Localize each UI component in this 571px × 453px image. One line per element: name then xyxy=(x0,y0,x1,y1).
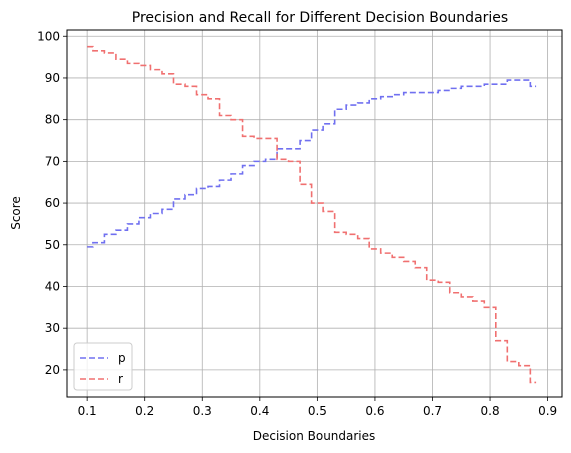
x-tick-label: 0.4 xyxy=(250,404,269,418)
y-tick-label: 20 xyxy=(45,363,60,377)
y-axis-label: Score xyxy=(9,196,23,230)
legend-label-r: r xyxy=(118,372,123,386)
x-tick-label: 0.6 xyxy=(365,404,384,418)
x-tick-label: 0.7 xyxy=(423,404,442,418)
legend-box xyxy=(73,342,133,391)
y-tick-label: 60 xyxy=(45,196,60,210)
y-axis: 20 30 40 50 60 70 80 90 100 xyxy=(37,29,67,377)
y-tick-label: 40 xyxy=(45,279,60,293)
y-tick-label: 50 xyxy=(45,238,60,252)
x-tick-label: 0.3 xyxy=(193,404,212,418)
series-layer xyxy=(87,45,537,384)
legend-label-p: p xyxy=(118,351,126,365)
x-tick-label: 0.9 xyxy=(538,404,557,418)
y-tick-label: 70 xyxy=(45,154,60,168)
legend: p r xyxy=(73,342,133,391)
y-tick-label: 80 xyxy=(45,113,60,127)
x-tick-label: 0.2 xyxy=(135,404,154,418)
plot-frame xyxy=(66,29,563,398)
series-line-r xyxy=(87,45,537,384)
x-tick-label: 0.8 xyxy=(481,404,500,418)
chart-title: Precision and Recall for Different Decis… xyxy=(132,10,508,26)
series-line-p xyxy=(87,79,537,248)
x-tick-label: 0.1 xyxy=(78,404,97,418)
grid xyxy=(67,30,562,397)
y-tick-label: 100 xyxy=(37,29,60,43)
x-axis-label: Decision Boundaries xyxy=(253,429,376,443)
y-tick-label: 30 xyxy=(45,321,60,335)
y-tick-label: 90 xyxy=(45,71,60,85)
x-axis: 0.1 0.2 0.3 0.4 0.5 0.6 0.7 0.8 0.9 xyxy=(78,397,557,418)
x-tick-label: 0.5 xyxy=(308,404,327,418)
